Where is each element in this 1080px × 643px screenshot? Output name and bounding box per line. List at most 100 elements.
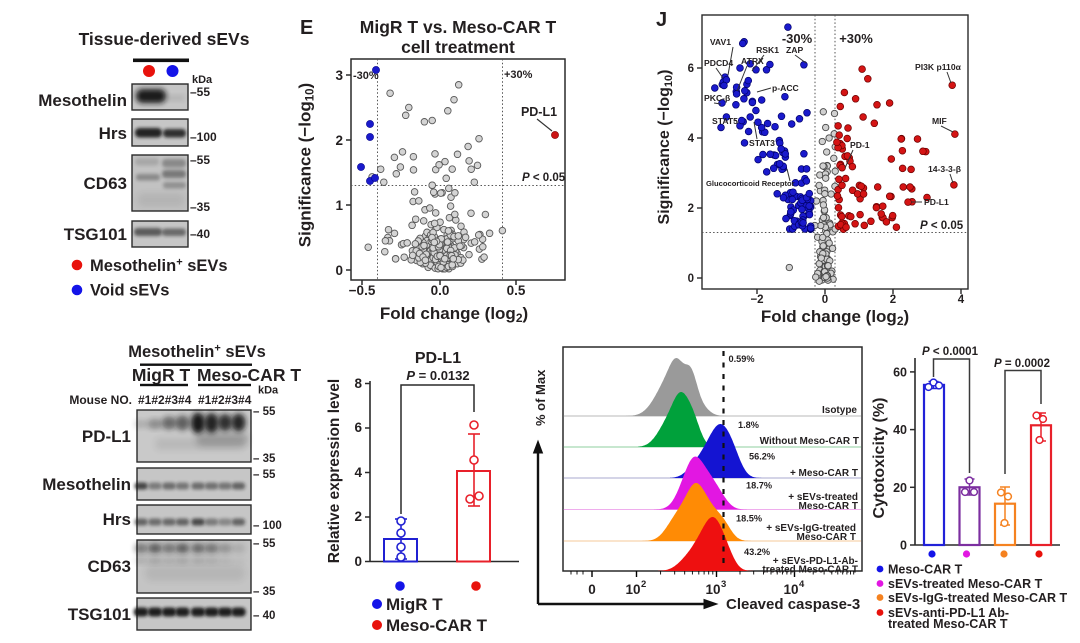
svg-text:18.7%: 18.7%	[746, 481, 772, 491]
svg-text:Tissue-derived sEVs: Tissue-derived sEVs	[79, 29, 250, 49]
svg-text:TSG101: TSG101	[64, 225, 127, 244]
svg-text:2: 2	[688, 203, 694, 215]
svg-text:–40: –40	[190, 227, 210, 241]
svg-text:Significance (−log10): Significance (−log10)	[656, 70, 675, 225]
svg-text:4: 4	[799, 579, 805, 590]
svg-text:Meso-CAR T: Meso-CAR T	[386, 616, 488, 635]
svg-text:Significance (−log10): Significance (−log10)	[296, 83, 317, 247]
svg-text:Relative expression level: Relative expression level	[326, 379, 343, 563]
svg-text:ATRX: ATRX	[741, 56, 764, 66]
svg-text:STAT3: STAT3	[749, 138, 775, 148]
svg-text:2: 2	[890, 294, 896, 306]
svg-text:Meso-CAR T: Meso-CAR T	[797, 532, 856, 543]
svg-text:+30%: +30%	[504, 69, 533, 81]
svg-text:PD-L1: PD-L1	[415, 350, 461, 367]
svg-text:p-ACC: p-ACC	[772, 83, 799, 93]
svg-text:+ sEVs-PD-L1-Ab-: + sEVs-PD-L1-Ab-	[773, 556, 858, 567]
svg-text:Hrs: Hrs	[99, 124, 127, 143]
svg-text:+ sEVs-IgG-treated: + sEVs-IgG-treated	[766, 523, 856, 534]
svg-text:–55: –55	[190, 85, 210, 99]
svg-text:0: 0	[335, 263, 343, 278]
svg-text:18.5%: 18.5%	[736, 514, 762, 524]
svg-text:−2: −2	[750, 294, 763, 306]
svg-text:– 35: – 35	[253, 453, 276, 465]
svg-text:– 40: – 40	[253, 610, 275, 622]
svg-text:Mesothelin+ sEVs: Mesothelin+ sEVs	[128, 343, 266, 362]
svg-text:MigR T: MigR T	[132, 365, 191, 385]
svg-text:1.8%: 1.8%	[738, 420, 759, 430]
svg-text:– 35: – 35	[253, 586, 276, 598]
svg-text:– 55: – 55	[253, 406, 276, 418]
svg-text:PD-1: PD-1	[850, 140, 870, 150]
svg-text:MIF: MIF	[932, 116, 947, 126]
svg-text:Fold change (log2): Fold change (log2)	[380, 304, 528, 325]
svg-text:20: 20	[893, 481, 907, 495]
svg-text:-30%: -30%	[353, 70, 379, 82]
svg-text:0: 0	[688, 273, 694, 285]
svg-text:sEVs-anti-PD-L1 Ab-: sEVs-anti-PD-L1 Ab-	[888, 606, 1009, 620]
svg-text:4: 4	[354, 465, 362, 480]
svg-text:2: 2	[354, 509, 362, 524]
svg-text:Glucocorticoid Receptor: Glucocorticoid Receptor	[706, 179, 795, 188]
svg-text:P = 0.0002: P = 0.0002	[994, 358, 1050, 370]
svg-text:0.59%: 0.59%	[729, 354, 755, 364]
svg-text:cell treatment: cell treatment	[401, 37, 515, 57]
svg-text:CD63: CD63	[84, 174, 127, 193]
svg-text:0: 0	[900, 539, 907, 553]
svg-text:Mesothelin: Mesothelin	[42, 475, 131, 494]
svg-text:−0.5: −0.5	[349, 283, 376, 298]
svg-text:–100: –100	[190, 130, 217, 144]
svg-text:PD-L1: PD-L1	[82, 427, 131, 446]
svg-text:Without Meso-CAR T: Without Meso-CAR T	[760, 436, 859, 447]
svg-text:0: 0	[588, 582, 596, 597]
svg-text:1: 1	[335, 198, 343, 213]
svg-text:Fold change (log2): Fold change (log2)	[761, 307, 909, 328]
svg-text:kDa: kDa	[258, 385, 279, 397]
svg-text:treated Meso-CAR T: treated Meso-CAR T	[888, 617, 1008, 631]
svg-text:2: 2	[335, 133, 343, 148]
svg-text:– 100: – 100	[253, 520, 282, 532]
svg-text:Meso-CAR T: Meso-CAR T	[888, 563, 963, 577]
svg-text:–55: –55	[190, 153, 210, 167]
svg-text:3: 3	[721, 579, 726, 590]
svg-text:PKC-β: PKC-β	[704, 93, 730, 103]
svg-text:60: 60	[893, 365, 907, 379]
svg-text:0: 0	[822, 294, 828, 306]
svg-text:#1#2#3#4: #1#2#3#4	[198, 393, 252, 407]
svg-text:10: 10	[705, 582, 720, 597]
svg-text:Void sEVs: Void sEVs	[90, 282, 169, 300]
svg-text:P < 0.05: P < 0.05	[522, 172, 566, 184]
svg-text:2: 2	[641, 579, 646, 590]
svg-text:56.2%: 56.2%	[749, 452, 775, 462]
svg-text:Isotype: Isotype	[822, 405, 857, 416]
svg-text:0: 0	[354, 554, 362, 569]
svg-text:P < 0.0001: P < 0.0001	[922, 346, 979, 358]
svg-text:CD63: CD63	[88, 557, 131, 576]
svg-text:4: 4	[688, 133, 695, 145]
svg-text:43.2%: 43.2%	[744, 547, 770, 557]
svg-text:VAV1: VAV1	[710, 37, 731, 47]
svg-text:PDCD4: PDCD4	[704, 58, 733, 68]
svg-text:ZAP: ZAP	[786, 45, 803, 55]
svg-text:10: 10	[783, 582, 798, 597]
svg-text:PI3K p110α: PI3K p110α	[915, 62, 962, 72]
svg-text:PD-L1: PD-L1	[521, 105, 557, 119]
svg-text:P < 0.05: P < 0.05	[920, 220, 964, 232]
svg-text:6: 6	[688, 63, 694, 75]
svg-text:+30%: +30%	[839, 31, 873, 46]
svg-text:Meso-CAR T: Meso-CAR T	[197, 365, 301, 385]
svg-text:% of Max: % of Max	[533, 369, 548, 426]
svg-text:10: 10	[625, 582, 640, 597]
svg-text:kDa: kDa	[192, 74, 213, 86]
svg-text:sEVs-IgG-treated Meso-CAR T: sEVs-IgG-treated Meso-CAR T	[888, 591, 1068, 605]
svg-text:RSK1: RSK1	[756, 45, 779, 55]
svg-text:3: 3	[335, 68, 343, 83]
svg-text:P = 0.0132: P = 0.0132	[406, 368, 469, 383]
svg-text:MigR T vs. Meso-CAR T: MigR T vs. Meso-CAR T	[360, 17, 557, 37]
svg-text:8: 8	[354, 376, 362, 391]
svg-text:STAT5: STAT5	[712, 116, 738, 126]
svg-text:0.0: 0.0	[431, 283, 450, 298]
svg-text:Cleaved caspase-3: Cleaved caspase-3	[726, 596, 860, 613]
svg-text:E: E	[300, 17, 313, 39]
svg-text:treated Meso-CAR T: treated Meso-CAR T	[762, 565, 858, 576]
